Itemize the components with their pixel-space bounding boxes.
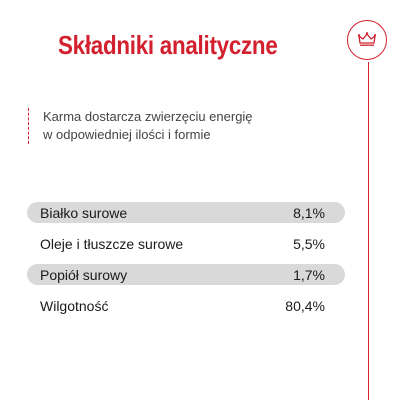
nutrient-value: 1,7%: [293, 266, 325, 283]
nutrient-label: Wilgotność: [40, 297, 109, 314]
table-row: Popiół surowy 1,7%: [27, 264, 345, 285]
table-row: Oleje i tłuszcze surowe 5,5%: [27, 233, 345, 254]
nutrient-table: Białko surowe 8,1% Oleje i tłuszcze suro…: [27, 202, 345, 326]
vertical-divider: [368, 62, 369, 400]
nutrient-label: Popiół surowy: [40, 266, 128, 283]
table-row: Wilgotność 80,4%: [27, 295, 345, 316]
nutrient-value: 80,4%: [285, 297, 325, 314]
intro-text: Karma dostarcza zwierzęciu energię w odp…: [28, 108, 323, 144]
nutrient-label: Białko surowe: [40, 204, 128, 221]
table-row: Białko surowe 8,1%: [27, 202, 345, 223]
brand-logo: [347, 20, 387, 60]
nutrient-value: 5,5%: [293, 235, 325, 252]
intro-line: w odpowiedniej ilości i formie: [43, 127, 211, 142]
intro-line: Karma dostarcza zwierzęciu energię: [43, 109, 253, 124]
nutrient-label: Oleje i tłuszcze surowe: [40, 235, 184, 252]
page-title: Składniki analityczne: [58, 30, 278, 60]
nutrient-value: 8,1%: [293, 204, 325, 221]
crown-icon: [357, 32, 377, 46]
